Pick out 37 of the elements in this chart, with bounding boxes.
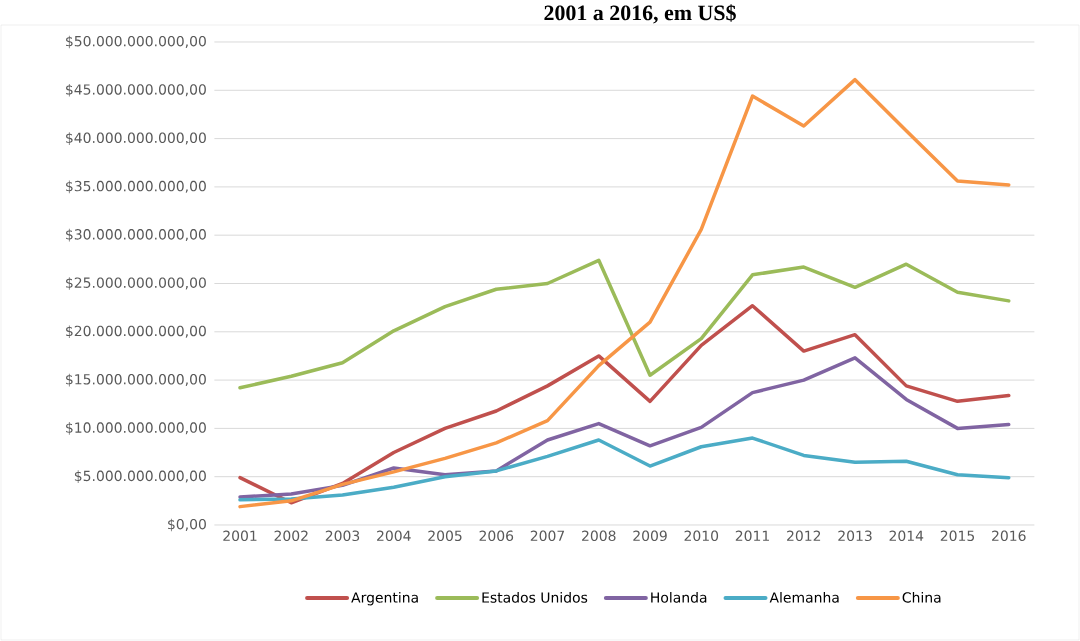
- legend-label: Alemanha: [769, 591, 839, 603]
- y-tick-label: $0,00: [168, 518, 206, 532]
- y-tick-label: $50.000.000.000,00: [66, 35, 206, 49]
- y-tick-label: $30.000.000.000,00: [66, 228, 206, 242]
- x-tick-label: 2010: [684, 530, 719, 542]
- line-series: [238, 258, 1011, 390]
- legend-label: Argentina: [351, 591, 418, 606]
- y-tick-label: $10.000.000.000,00: [66, 422, 206, 435]
- x-tick-label: 2015: [940, 530, 975, 542]
- x-tick-label: 2004: [377, 530, 411, 542]
- x-tick-label: 2013: [838, 530, 872, 542]
- x-tick-label: 2012: [787, 530, 821, 542]
- x-tick-label: 2006: [479, 530, 514, 542]
- y-tick-label: $20.000.000.000,00: [66, 325, 206, 339]
- x-tick-label: 2005: [428, 530, 462, 542]
- legend-label: China: [902, 591, 941, 603]
- y-tick-label: $15.000.000.000,00: [66, 373, 206, 387]
- x-tick-label: 2008: [582, 530, 616, 542]
- y-tick-label: $5.000.000.000,00: [74, 470, 206, 483]
- x-tick-label: 2001: [223, 530, 257, 542]
- y-tick-label: $45.000.000.000,00: [66, 83, 206, 97]
- line-series: [238, 303, 1011, 505]
- x-tick-label: 2007: [530, 530, 565, 542]
- y-tick-label: $35.000.000.000,00: [66, 180, 206, 194]
- chart-title: 2001 a 2016, em US$: [544, 4, 736, 24]
- line-series: [238, 77, 1011, 509]
- x-tick-label: 2014: [889, 530, 924, 542]
- x-tick-label: 2002: [274, 530, 308, 542]
- x-tick-label: 2011: [735, 530, 769, 542]
- y-tick-label: $25.000.000.000,00: [66, 277, 206, 290]
- line-series: [238, 436, 1011, 502]
- x-tick-label: 2009: [633, 530, 667, 542]
- y-tick-label: $40.000.000.000,00: [66, 132, 206, 145]
- legend-label: Estados Unidos: [482, 591, 588, 603]
- x-tick-label: 2016: [992, 530, 1026, 542]
- legend-label: Holanda: [651, 591, 707, 603]
- x-tick-label: 2003: [325, 530, 360, 542]
